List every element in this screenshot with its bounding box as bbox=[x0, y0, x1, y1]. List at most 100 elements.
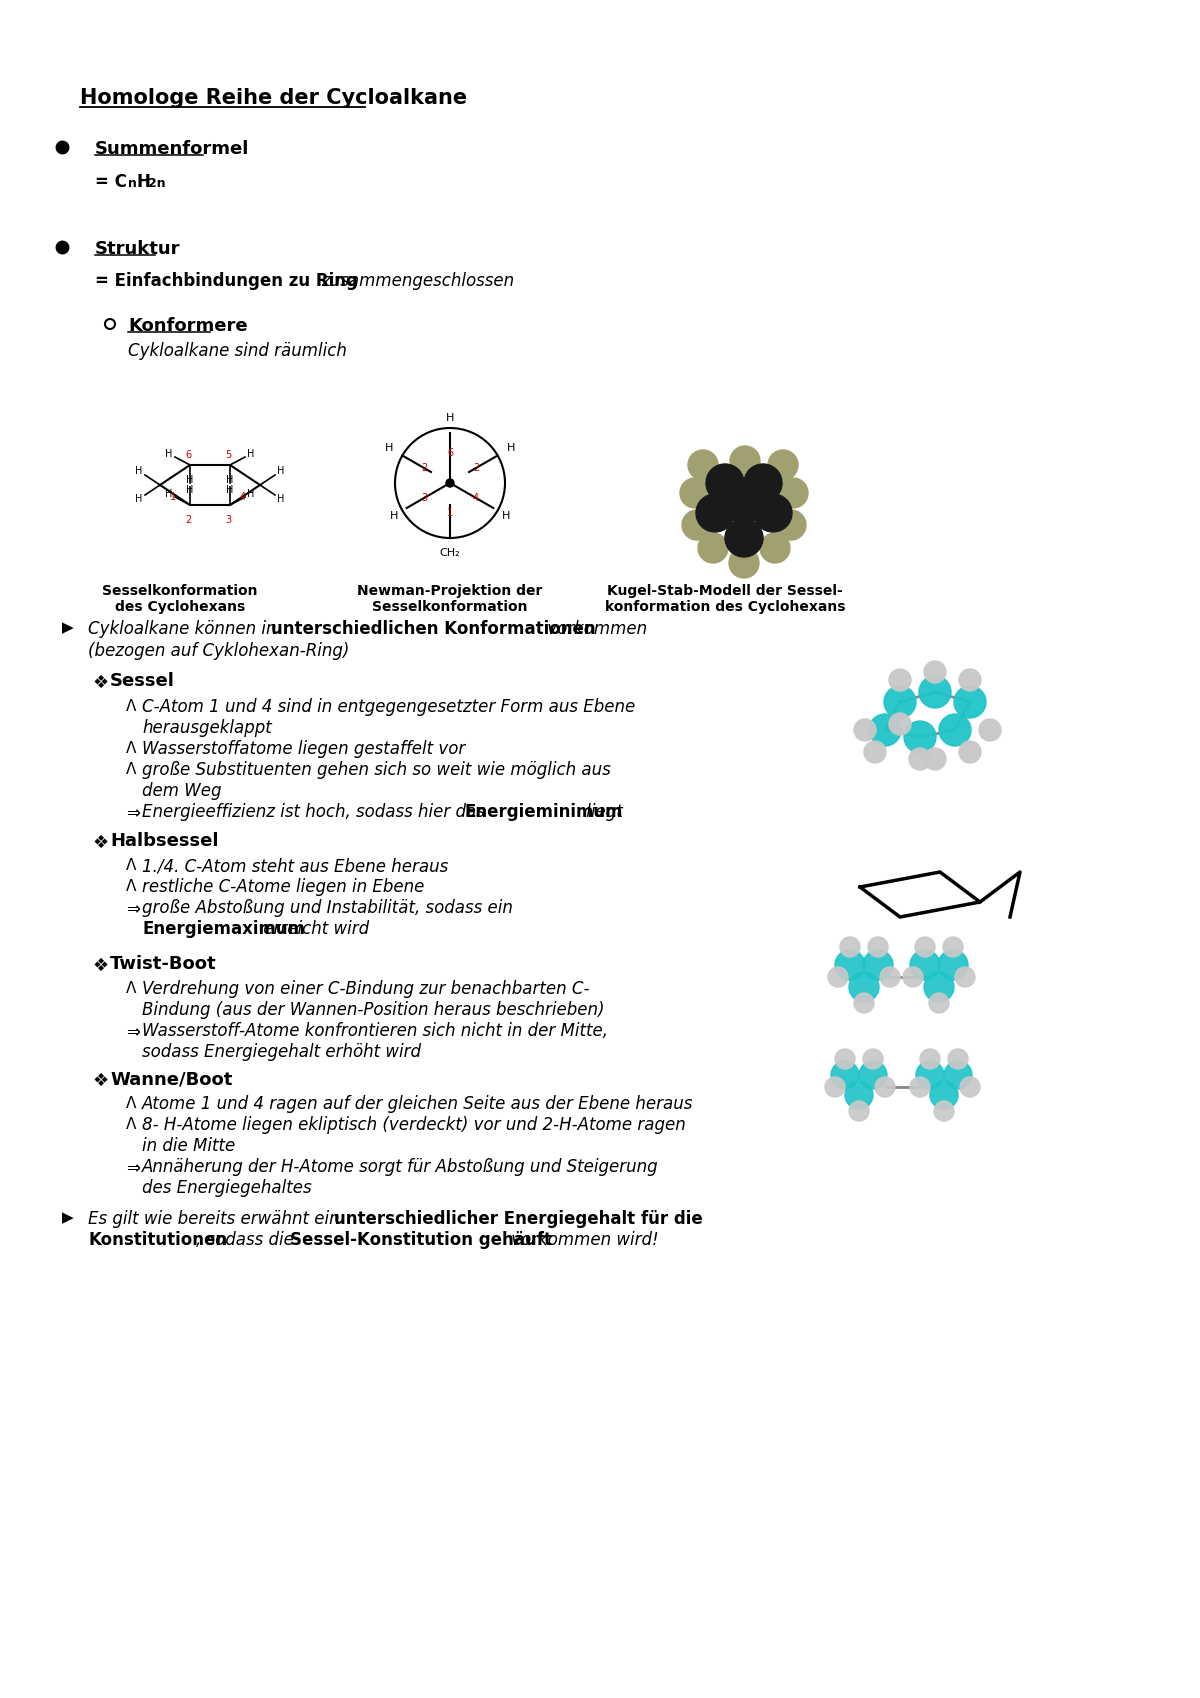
Circle shape bbox=[835, 949, 865, 980]
Text: konformation des Cyclohexans: konformation des Cyclohexans bbox=[605, 599, 845, 615]
Text: des Energiegehaltes: des Energiegehaltes bbox=[142, 1178, 312, 1197]
Circle shape bbox=[904, 722, 936, 752]
Text: ▶: ▶ bbox=[62, 1211, 73, 1224]
Text: Λ: Λ bbox=[126, 857, 137, 873]
FancyBboxPatch shape bbox=[74, 396, 286, 571]
Text: 8- H-Atome liegen ekliptisch (verdeckt) vor und 2-H-Atome ragen: 8- H-Atome liegen ekliptisch (verdeckt) … bbox=[142, 1116, 685, 1134]
Circle shape bbox=[696, 494, 734, 531]
Circle shape bbox=[845, 1082, 874, 1109]
Text: ❖: ❖ bbox=[92, 674, 108, 693]
Text: Kugel-Stab-Modell der Sessel-: Kugel-Stab-Modell der Sessel- bbox=[607, 584, 842, 598]
Text: 5: 5 bbox=[224, 450, 232, 460]
Text: Verdrehung von einer C-Bindung zur benachbarten C-: Verdrehung von einer C-Bindung zur benac… bbox=[142, 980, 589, 998]
Text: Sessel-Konstitution gehäuft: Sessel-Konstitution gehäuft bbox=[290, 1231, 552, 1250]
Circle shape bbox=[934, 1100, 954, 1121]
Text: Cykloalkane können in: Cykloalkane können in bbox=[88, 620, 282, 638]
Circle shape bbox=[916, 937, 935, 958]
Text: des Cyclohexans: des Cyclohexans bbox=[115, 599, 245, 615]
Circle shape bbox=[826, 1077, 845, 1097]
Text: Cykloalkane sind räumlich: Cykloalkane sind räumlich bbox=[128, 341, 347, 360]
Circle shape bbox=[979, 718, 1001, 740]
Circle shape bbox=[910, 949, 940, 980]
Text: Λ: Λ bbox=[126, 740, 137, 756]
Text: ⇒: ⇒ bbox=[126, 1022, 140, 1041]
Circle shape bbox=[929, 993, 949, 1014]
Circle shape bbox=[868, 937, 888, 958]
Circle shape bbox=[875, 1077, 895, 1097]
Text: Halbsessel: Halbsessel bbox=[110, 832, 218, 851]
Circle shape bbox=[730, 548, 760, 577]
Circle shape bbox=[930, 1082, 958, 1109]
Circle shape bbox=[910, 1077, 930, 1097]
Text: Λ: Λ bbox=[126, 880, 137, 895]
Text: unterschiedlichen Konformationen: unterschiedlichen Konformationen bbox=[271, 620, 595, 638]
Text: H: H bbox=[137, 173, 151, 190]
Text: Sesselkonformation: Sesselkonformation bbox=[372, 599, 528, 615]
Text: Wasserstoffatome liegen gestaffelt vor: Wasserstoffatome liegen gestaffelt vor bbox=[142, 740, 466, 757]
Text: Newman-Projektion der: Newman-Projektion der bbox=[358, 584, 542, 598]
Text: 6: 6 bbox=[446, 448, 454, 458]
Text: vorkommen wird!: vorkommen wird! bbox=[506, 1231, 659, 1250]
Circle shape bbox=[916, 1061, 944, 1088]
Circle shape bbox=[768, 450, 798, 481]
Text: ⇒: ⇒ bbox=[126, 1160, 140, 1177]
Circle shape bbox=[760, 533, 790, 564]
Circle shape bbox=[863, 1049, 883, 1070]
Text: H: H bbox=[136, 494, 143, 504]
Text: H: H bbox=[186, 475, 193, 486]
Text: Energieeffizienz ist hoch, sodass hier das: Energieeffizienz ist hoch, sodass hier d… bbox=[142, 803, 490, 822]
Circle shape bbox=[830, 1061, 859, 1088]
Text: , sodass die: , sodass die bbox=[196, 1231, 299, 1250]
Circle shape bbox=[938, 949, 968, 980]
Circle shape bbox=[924, 971, 954, 1002]
Text: H: H bbox=[277, 494, 284, 504]
Text: Annäherung der H-Atome sorgt für Abstoßung und Steigerung: Annäherung der H-Atome sorgt für Abstoßu… bbox=[142, 1158, 659, 1177]
Text: Sessel: Sessel bbox=[110, 672, 175, 689]
Text: ❖: ❖ bbox=[92, 1071, 108, 1090]
Circle shape bbox=[859, 1061, 887, 1088]
Circle shape bbox=[850, 1100, 869, 1121]
Circle shape bbox=[959, 740, 982, 762]
Text: 3: 3 bbox=[224, 514, 232, 525]
Text: 2: 2 bbox=[185, 514, 191, 525]
Text: zusammengeschlossen: zusammengeschlossen bbox=[322, 272, 514, 290]
Circle shape bbox=[776, 509, 806, 540]
Text: n: n bbox=[128, 177, 137, 190]
Text: H: H bbox=[446, 413, 454, 423]
Text: CH₂: CH₂ bbox=[439, 548, 461, 559]
Text: H: H bbox=[385, 443, 394, 453]
Circle shape bbox=[828, 966, 848, 987]
Circle shape bbox=[954, 686, 986, 718]
Text: unterschiedlicher Energiegehalt für die: unterschiedlicher Energiegehalt für die bbox=[334, 1211, 703, 1228]
Text: 1: 1 bbox=[446, 508, 454, 518]
Text: = Einfachbindungen zu Ring: = Einfachbindungen zu Ring bbox=[95, 272, 364, 290]
Text: Sesselkonformation: Sesselkonformation bbox=[102, 584, 258, 598]
Circle shape bbox=[688, 450, 718, 481]
Circle shape bbox=[944, 1061, 972, 1088]
Text: Es gilt wie bereits erwähnt ein: Es gilt wie bereits erwähnt ein bbox=[88, 1211, 344, 1228]
Circle shape bbox=[924, 749, 946, 769]
Text: Λ: Λ bbox=[126, 1095, 137, 1110]
Text: Struktur: Struktur bbox=[95, 239, 180, 258]
Circle shape bbox=[940, 713, 971, 745]
Text: Atome 1 und 4 ragen auf der gleichen Seite aus der Ebene heraus: Atome 1 und 4 ragen auf der gleichen Sei… bbox=[142, 1095, 694, 1112]
Circle shape bbox=[698, 533, 728, 564]
Text: H: H bbox=[227, 475, 234, 486]
Circle shape bbox=[869, 713, 901, 745]
Circle shape bbox=[744, 464, 782, 503]
Circle shape bbox=[889, 713, 911, 735]
Circle shape bbox=[884, 686, 916, 718]
Text: Λ: Λ bbox=[126, 1117, 137, 1133]
FancyBboxPatch shape bbox=[346, 396, 554, 571]
Text: sodass Energiegehalt erhöht wird: sodass Energiegehalt erhöht wird bbox=[142, 1043, 421, 1061]
Text: Twist-Boot: Twist-Boot bbox=[110, 954, 217, 973]
Circle shape bbox=[864, 740, 886, 762]
Text: H: H bbox=[506, 443, 515, 453]
Circle shape bbox=[955, 966, 974, 987]
FancyBboxPatch shape bbox=[620, 396, 830, 571]
Circle shape bbox=[446, 479, 454, 487]
Text: erreicht wird: erreicht wird bbox=[258, 920, 370, 937]
Text: H: H bbox=[390, 511, 398, 521]
Text: 2n: 2n bbox=[148, 177, 166, 190]
Text: H: H bbox=[227, 486, 234, 496]
